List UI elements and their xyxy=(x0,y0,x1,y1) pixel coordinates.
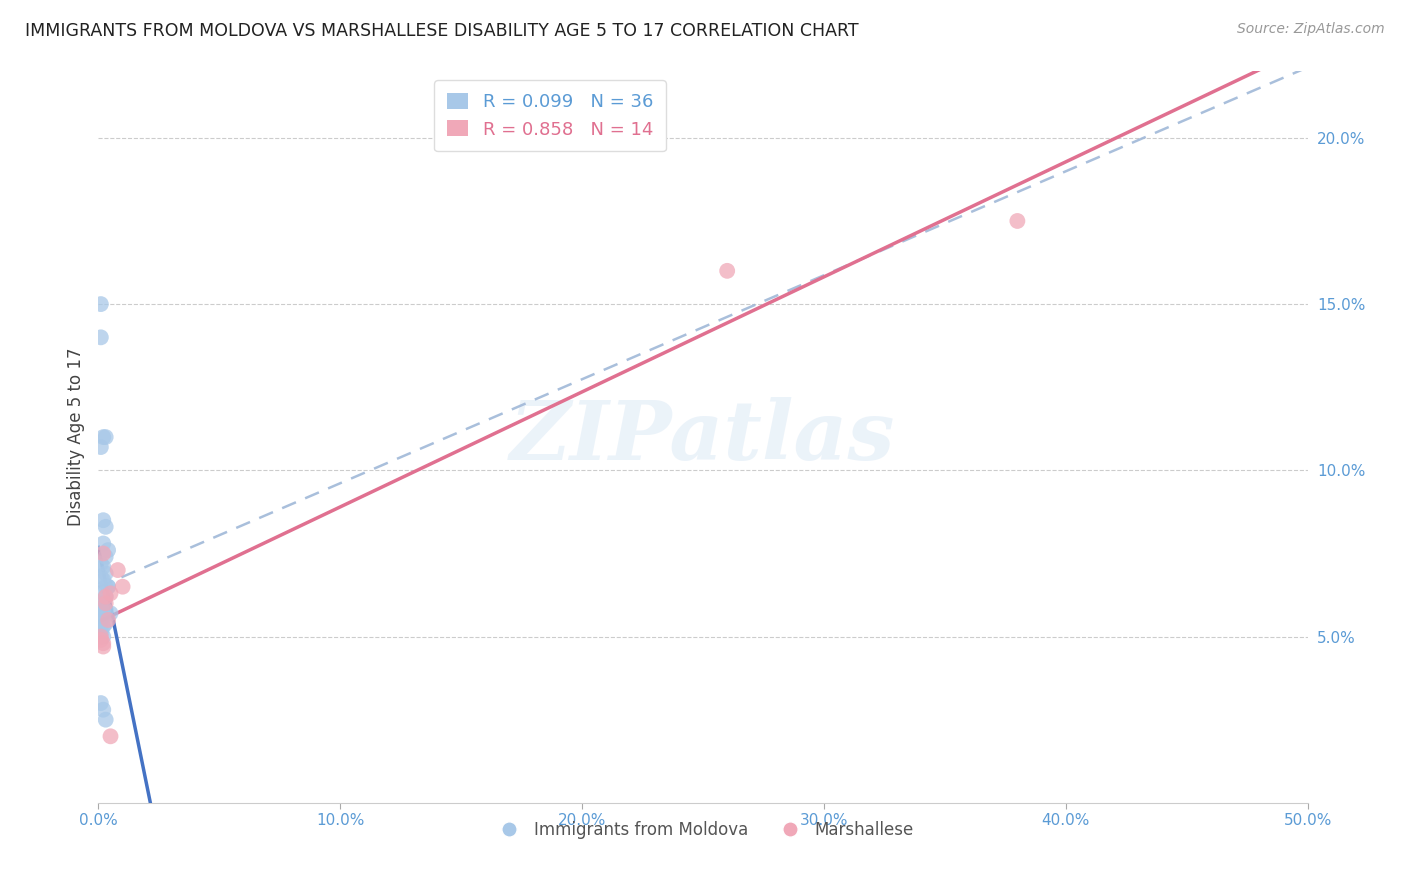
Point xyxy=(91,546,114,560)
Point xyxy=(97,543,120,558)
Point xyxy=(91,599,114,614)
Point xyxy=(90,596,112,610)
Point xyxy=(1007,214,1029,228)
Point xyxy=(94,590,117,604)
Point xyxy=(100,586,122,600)
Point xyxy=(90,626,112,640)
Point xyxy=(90,696,112,710)
Text: Source: ZipAtlas.com: Source: ZipAtlas.com xyxy=(1237,22,1385,37)
Text: ZIPatlas: ZIPatlas xyxy=(510,397,896,477)
Point xyxy=(90,330,112,344)
Point xyxy=(100,607,122,621)
Point xyxy=(94,590,117,604)
Point xyxy=(91,609,114,624)
Point xyxy=(94,430,117,444)
Point xyxy=(94,603,117,617)
Point xyxy=(97,580,120,594)
Point xyxy=(91,640,114,654)
Point xyxy=(94,713,117,727)
Point xyxy=(90,630,112,644)
Point xyxy=(91,703,114,717)
Point xyxy=(91,603,114,617)
Point xyxy=(100,729,122,743)
Point xyxy=(90,632,112,647)
Point xyxy=(90,297,112,311)
Point xyxy=(97,580,120,594)
Point xyxy=(94,549,117,564)
Point xyxy=(90,623,112,637)
Point xyxy=(107,563,129,577)
Point xyxy=(91,536,114,550)
Point xyxy=(91,513,114,527)
Point xyxy=(90,570,112,584)
Point xyxy=(91,573,114,587)
Point xyxy=(91,430,114,444)
Point xyxy=(94,580,117,594)
Y-axis label: Disability Age 5 to 17: Disability Age 5 to 17 xyxy=(66,348,84,526)
Point xyxy=(90,440,112,454)
Point xyxy=(716,264,738,278)
Legend: Immigrants from Moldova, Marshallese: Immigrants from Moldova, Marshallese xyxy=(485,814,921,846)
Point xyxy=(90,613,112,627)
Point xyxy=(91,559,114,574)
Point xyxy=(91,630,114,644)
Point xyxy=(91,586,114,600)
Point xyxy=(91,636,114,650)
Point xyxy=(94,596,117,610)
Point xyxy=(97,613,120,627)
Point xyxy=(94,616,117,631)
Point xyxy=(91,619,114,633)
Text: IMMIGRANTS FROM MOLDOVA VS MARSHALLESE DISABILITY AGE 5 TO 17 CORRELATION CHART: IMMIGRANTS FROM MOLDOVA VS MARSHALLESE D… xyxy=(25,22,859,40)
Point xyxy=(94,520,117,534)
Point xyxy=(111,580,134,594)
Point xyxy=(90,557,112,571)
Point xyxy=(90,607,112,621)
Point xyxy=(94,566,117,581)
